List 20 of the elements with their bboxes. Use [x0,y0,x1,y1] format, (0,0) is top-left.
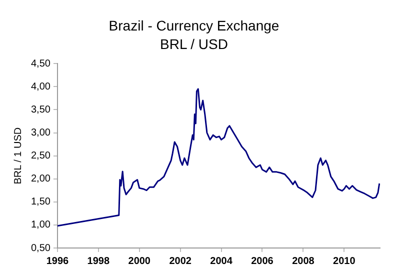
y-tick-label: 3,00 [30,128,51,138]
x-tick-label: 2004 [210,256,233,267]
y-tick-label: 1,00 [30,220,51,231]
y-tick-label: 1,50 [30,196,51,208]
x-tick-label: 2000 [128,256,151,267]
x-tick-label: 2002 [169,256,192,267]
y-tick-label: 2,50 [30,150,51,162]
chart-subtitle: BRL / USD [160,36,228,52]
x-tick-label: 2008 [292,256,315,267]
x-tick-label: 1996 [46,256,70,267]
x-tick-label: 2010 [333,256,356,267]
y-tick-label: 2,00 [30,174,51,185]
x-tick-label: 2006 [251,256,274,267]
y-tick-label: 4,50 [30,58,51,70]
y-tick-label: 3,50 [30,104,51,116]
chart-title: Brazil - Currency Exchange [108,17,280,34]
y-axis-title: BRL / 1 USD [12,127,24,184]
y-tick-label: 4,00 [30,81,51,92]
y-tick-label: 0,50 [30,242,51,254]
x-tick-label: 1998 [87,256,110,267]
